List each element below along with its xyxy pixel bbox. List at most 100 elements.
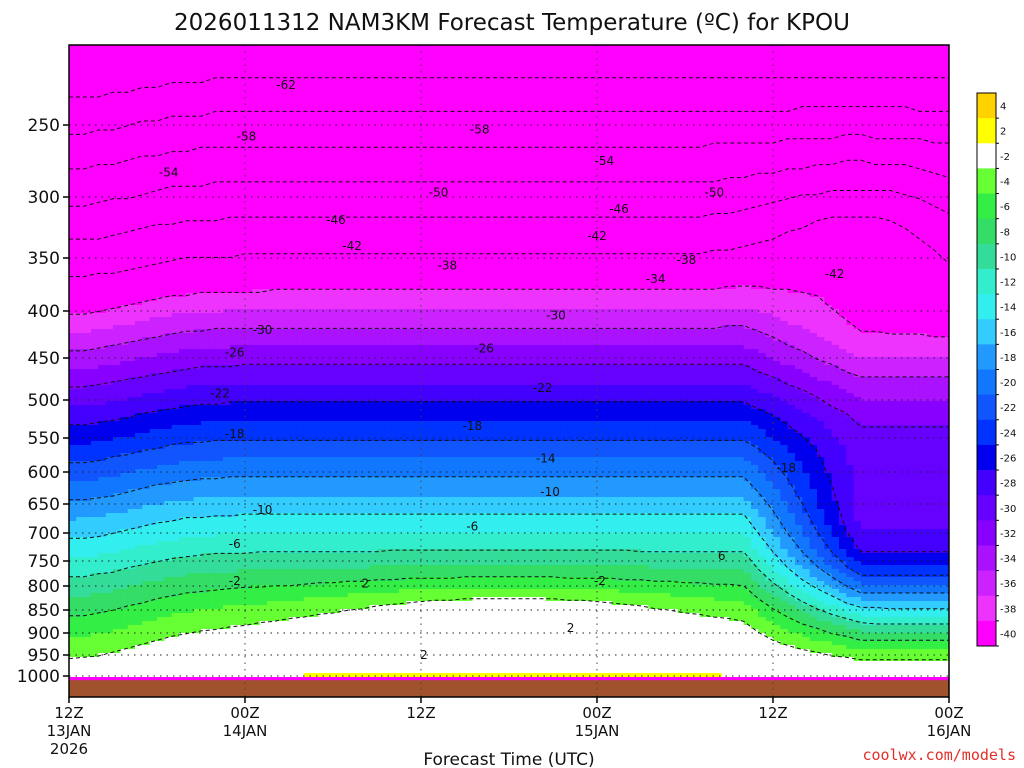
colorbar-swatch bbox=[977, 394, 996, 421]
isotherm-line bbox=[69, 476, 949, 594]
contour-label: -50 bbox=[705, 186, 725, 200]
contour-label: -46 bbox=[609, 202, 629, 216]
isotherm-line bbox=[69, 439, 949, 576]
x-tick-label: 14JAN bbox=[223, 722, 268, 740]
x-tick-label: 00Z bbox=[230, 704, 259, 722]
colorbar-label: -32 bbox=[1000, 529, 1016, 540]
colorbar-swatch bbox=[977, 118, 996, 144]
isotherm-line bbox=[69, 513, 949, 610]
y-tick-label: 650 bbox=[28, 495, 60, 515]
isotherm-line bbox=[69, 549, 949, 625]
colorbar-swatch bbox=[977, 168, 996, 194]
y-tick-label: 550 bbox=[28, 429, 60, 449]
colorbar-label: -26 bbox=[1000, 453, 1016, 464]
contour-label: -42 bbox=[825, 267, 845, 281]
isotherm-line bbox=[69, 190, 949, 240]
isotherm-line bbox=[69, 401, 949, 553]
contour-label: -18 bbox=[463, 419, 483, 433]
y-tick-label: 750 bbox=[28, 552, 60, 572]
colorbar-swatch bbox=[977, 419, 996, 446]
colorbar-label: -20 bbox=[1000, 378, 1016, 389]
ground-layer bbox=[69, 680, 949, 697]
colorbar-label: 2 bbox=[1000, 127, 1006, 138]
colorbar-swatch bbox=[977, 595, 996, 622]
isotherm-line bbox=[69, 285, 949, 338]
y-tick-label: 300 bbox=[28, 188, 60, 208]
colorbar-swatch bbox=[977, 143, 996, 169]
chart-title: 2026011312 NAM3KM Forecast Temperature (… bbox=[174, 10, 850, 36]
contour-label: -58 bbox=[470, 122, 490, 136]
x-tick-label: 12Z bbox=[758, 704, 787, 722]
colorbar-label: -6 bbox=[1000, 202, 1010, 213]
colorbar-swatch bbox=[977, 268, 996, 295]
colorbar-label: -30 bbox=[1000, 504, 1016, 515]
contour-label: 6 bbox=[718, 549, 726, 563]
contour-label: 2 bbox=[420, 648, 428, 662]
y-tick-label: 950 bbox=[28, 646, 60, 666]
colorbar-label: -8 bbox=[1000, 227, 1010, 238]
contour-label: -10 bbox=[253, 503, 273, 517]
x-tick-label: 15JAN bbox=[575, 722, 620, 740]
colorbar-swatch bbox=[977, 570, 996, 597]
contour-label: -2 bbox=[229, 574, 241, 588]
contour-label: 2 bbox=[361, 577, 369, 591]
colorbar-label: -34 bbox=[1000, 554, 1016, 565]
isotherm-line bbox=[69, 363, 949, 428]
x-axis-title: Forecast Time (UTC) bbox=[423, 750, 594, 768]
colorbar-swatch bbox=[977, 369, 996, 396]
colorbar-label: -16 bbox=[1000, 328, 1016, 339]
isotherm-line bbox=[69, 325, 949, 378]
contour-label: -22 bbox=[210, 386, 230, 400]
y-tick-label: 600 bbox=[28, 463, 60, 483]
y-tick-label: 450 bbox=[28, 349, 60, 369]
y-tick-label: 900 bbox=[28, 624, 60, 644]
colorbar-swatch bbox=[977, 545, 996, 571]
colorbar-label: -4 bbox=[1000, 177, 1010, 188]
contour-lines bbox=[69, 77, 949, 661]
colorbar-swatch bbox=[977, 294, 996, 320]
y-tick-label: 250 bbox=[28, 116, 60, 136]
colorbar-swatch bbox=[977, 620, 996, 647]
colorbar-swatch bbox=[977, 93, 996, 119]
contour-label: -26 bbox=[225, 345, 245, 359]
y-tick-label: 700 bbox=[28, 524, 60, 544]
colorbar-swatch bbox=[977, 520, 996, 546]
contour-label: -62 bbox=[276, 78, 296, 92]
isotherm-line bbox=[69, 216, 949, 278]
contour-label: 2 bbox=[567, 621, 575, 635]
contour-label: -30 bbox=[253, 323, 273, 337]
x-tick-label: 2026 bbox=[50, 740, 88, 758]
credit-text: coolwx.com/models bbox=[862, 746, 1016, 764]
contour-label: -54 bbox=[159, 166, 179, 180]
contour-label: -46 bbox=[326, 213, 346, 227]
contour-label: -58 bbox=[237, 130, 257, 144]
temperature-field bbox=[69, 45, 949, 697]
y-tick-label: 1000 bbox=[17, 667, 60, 687]
colorbar-swatch bbox=[977, 218, 996, 245]
colorbar: 4 2 -2 -4 -6 -8 -10 -12 -14 -16 -18 -20 -22 -24 -26 -28… bbox=[976, 92, 1016, 647]
colorbar-swatch bbox=[977, 319, 996, 345]
isotherm-line bbox=[69, 77, 949, 98]
isotherm-line bbox=[69, 106, 949, 135]
y-tick-label: 350 bbox=[28, 249, 60, 269]
x-tick-label: 12Z bbox=[406, 704, 435, 722]
contour-label: -22 bbox=[533, 381, 553, 395]
colorbar-swatch bbox=[977, 444, 996, 471]
colorbar-label: -12 bbox=[1000, 278, 1016, 289]
y-tick-label: 850 bbox=[28, 601, 60, 621]
contour-label: -6 bbox=[229, 537, 241, 551]
colorbar-swatch bbox=[977, 495, 996, 521]
colorbar-label: -36 bbox=[1000, 579, 1016, 590]
isotherm-line bbox=[69, 576, 949, 641]
contour-label: -30 bbox=[546, 309, 566, 323]
contour-label: -42 bbox=[342, 239, 362, 253]
colorbar-label: -38 bbox=[1000, 604, 1016, 615]
colorbar-swatch bbox=[977, 243, 996, 270]
plot-frame bbox=[68, 44, 950, 698]
contour-label: -34 bbox=[646, 272, 666, 286]
contour-label: -50 bbox=[429, 186, 449, 200]
x-tick-label: 00Z bbox=[582, 704, 611, 722]
contour-label: -18 bbox=[776, 461, 796, 475]
